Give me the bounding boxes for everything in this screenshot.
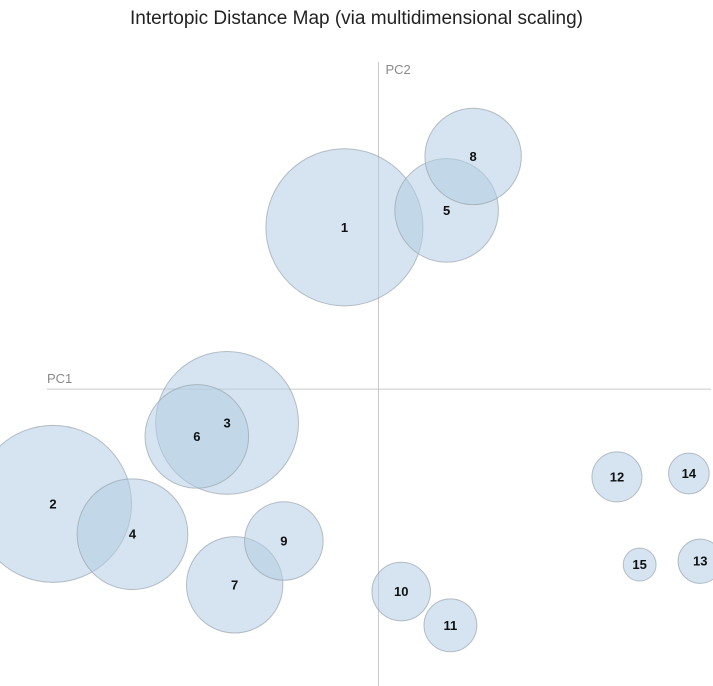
topic-bubble-14[interactable]	[668, 452, 710, 495]
topic-bubble-15[interactable]	[622, 547, 657, 582]
topic-label-9: 9	[280, 533, 287, 548]
chart-title: Intertopic Distance Map (via multidimens…	[129, 8, 584, 29]
topic-bubble-10[interactable]	[371, 561, 431, 622]
topic-label-6: 6	[193, 429, 200, 444]
topic-bubble-11[interactable]	[423, 598, 478, 653]
topic-label-5: 5	[443, 203, 450, 218]
topic-label-2: 2	[49, 496, 56, 511]
topic-bubble-8[interactable]	[424, 107, 522, 206]
topic-bubble-4[interactable]	[76, 478, 189, 591]
topic-bubble-13[interactable]	[677, 538, 713, 584]
y-axis-label: PC2	[386, 62, 411, 77]
topic-bubble-6[interactable]	[144, 384, 250, 489]
topic-label-4: 4	[129, 527, 137, 542]
topic-label-3: 3	[223, 415, 230, 430]
topic-label-7: 7	[231, 577, 238, 592]
topic-label-13: 13	[693, 554, 707, 569]
topic-bubble-9[interactable]	[244, 501, 324, 581]
topic-label-1: 1	[341, 220, 348, 235]
topic-label-12: 12	[610, 469, 624, 484]
topic-label-14: 14	[682, 466, 697, 481]
topic-bubble-12[interactable]	[591, 451, 643, 503]
topic-label-10: 10	[394, 584, 408, 599]
topic-label-15: 15	[632, 557, 646, 572]
x-axis-label: PC1	[47, 371, 72, 386]
topic-label-11: 11	[444, 618, 458, 633]
topic-label-8: 8	[470, 149, 477, 164]
